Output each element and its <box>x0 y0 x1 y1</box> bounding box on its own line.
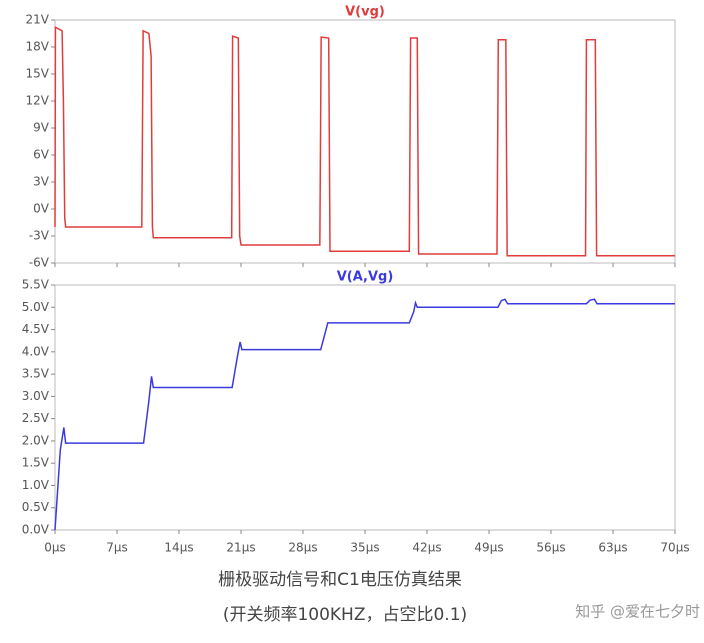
y-tick-label: 6V <box>33 148 50 162</box>
y-tick-label: 12V <box>26 94 50 108</box>
y-tick-label: 18V <box>26 40 50 54</box>
y-tick-label: 3.5V <box>22 367 50 381</box>
y-tick-label: 0.5V <box>22 500 50 514</box>
series-title: V(A,Vg) <box>337 270 394 285</box>
x-tick-label: 7µs <box>106 541 128 555</box>
series-line <box>54 25 675 257</box>
y-tick-label: 2.0V <box>22 433 50 447</box>
x-tick-label: 49µs <box>474 541 503 555</box>
series-title: V(vg) <box>345 5 385 20</box>
y-tick-label: 21V <box>26 13 50 27</box>
caption: (开关频率100KHZ，占空比0.1) <box>223 605 467 625</box>
series-line <box>54 298 675 531</box>
y-tick-label: 3V <box>33 175 50 189</box>
y-tick-label: 4.0V <box>22 344 50 358</box>
x-tick-label: 70µs <box>660 541 689 555</box>
y-tick-label: -6V <box>29 256 50 270</box>
x-tick-label: 56µs <box>536 541 565 555</box>
caption: 栅极驱动信号和C1电压仿真结果 <box>218 570 462 590</box>
y-tick-label: 2.5V <box>22 411 50 425</box>
y-tick-label: -3V <box>29 229 50 243</box>
x-tick-label: 21µs <box>226 541 255 555</box>
x-tick-label: 0µs <box>44 541 66 555</box>
watermark: 知乎 @爱在七夕时 <box>575 603 700 621</box>
y-tick-label: 0.0V <box>22 523 50 537</box>
y-tick-label: 5.0V <box>22 300 50 314</box>
y-tick-label: 3.0V <box>22 389 50 403</box>
x-tick-label: 14µs <box>164 541 193 555</box>
x-tick-label: 63µs <box>598 541 627 555</box>
y-tick-label: 1.0V <box>22 478 50 492</box>
y-tick-label: 1.5V <box>22 456 50 470</box>
x-tick-label: 35µs <box>350 541 379 555</box>
y-tick-label: 0V <box>33 202 50 216</box>
x-tick-label: 28µs <box>288 541 317 555</box>
y-tick-label: 9V <box>33 121 50 135</box>
y-tick-label: 4.5V <box>22 322 50 336</box>
y-tick-label: 5.5V <box>22 278 50 292</box>
y-tick-label: 15V <box>26 67 50 81</box>
x-tick-label: 42µs <box>412 541 441 555</box>
plot-area <box>54 19 676 264</box>
